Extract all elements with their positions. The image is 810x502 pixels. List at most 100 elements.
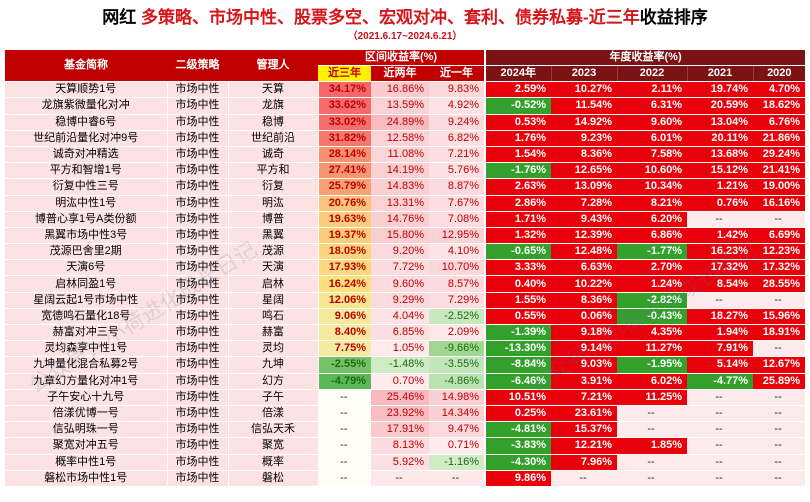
strategy-cell: 市场中性 — [167, 114, 229, 131]
return-2022-cell: -1.95% — [617, 356, 688, 374]
strategy-cell: 市场中性 — [167, 308, 229, 326]
return-2y-cell: 23.92% — [371, 405, 429, 423]
return-2024-cell: 0.53% — [484, 114, 552, 131]
fund-name-cell: 黑翼市场中性3号 — [5, 227, 168, 245]
return-2020-cell: 18.91% — [753, 324, 806, 342]
manager-cell: 衍复 — [228, 178, 319, 196]
return-2020-cell: 4.70% — [753, 81, 806, 99]
manager-cell: 平方和 — [228, 162, 319, 180]
return-2021-cell: -- — [687, 405, 754, 423]
return-2020-cell: 21.41% — [753, 162, 806, 180]
fund-name-cell: 灵均森享中性1号 — [5, 340, 168, 358]
return-2024-cell: -8.84% — [484, 356, 552, 374]
manager-cell: 诚奇 — [228, 146, 319, 164]
strategy-cell: 市场中性 — [167, 178, 229, 196]
manager-cell: 鸣石 — [228, 308, 319, 326]
return-2022-cell: 7.58% — [617, 146, 688, 164]
return-2022-cell: -- — [617, 454, 688, 471]
return-1y-cell: -1.16% — [429, 454, 486, 471]
manager-cell: 九坤 — [228, 356, 319, 374]
table-row: 宽德鸣石量化18号 市场中性 鸣石 9.06% 4.04% -2.52% 0.55% 0.06… — [5, 308, 806, 326]
table-row: 天演6号 市场中性 天演 17.93% 7.72% 10.70% 3.33% 6.63% 2.7… — [5, 259, 806, 277]
fund-name-cell: 子午安心十九号 — [5, 389, 168, 406]
fund-name-cell: 世纪前沿量化对冲9号 — [5, 130, 168, 147]
return-2y-cell: 5.92% — [371, 454, 429, 471]
strategy-cell: 市场中性 — [167, 373, 229, 390]
return-2022-cell: 6.01% — [617, 130, 688, 147]
return-1y-cell: 14.34% — [429, 405, 486, 423]
strategy-cell: 市场中性 — [167, 243, 229, 261]
return-2y-cell: 13.31% — [371, 195, 429, 212]
fund-name-cell: 九章幻方量化对冲1号 — [5, 373, 168, 390]
return-2022-cell: 8.21% — [617, 195, 688, 212]
strategy-cell: 市场中性 — [167, 275, 229, 293]
manager-cell: 世纪前沿 — [228, 130, 319, 147]
fund-name-cell: 赫富对冲三号 — [5, 324, 168, 342]
manager-cell: 幻方 — [228, 373, 319, 390]
strategy-cell: 市场中性 — [167, 81, 229, 99]
return-2023-cell: 7.28% — [551, 195, 618, 212]
return-2y-cell: -1.48% — [371, 356, 429, 374]
return-2y-cell: 14.19% — [371, 162, 429, 180]
return-1y-cell: 9.24% — [429, 114, 486, 131]
return-2021-cell: 20.11% — [687, 130, 754, 147]
return-2023-cell: 11.54% — [551, 97, 618, 115]
return-3y-cell: 34.17% — [318, 81, 371, 99]
return-2024-cell: 1.71% — [484, 211, 552, 228]
return-2024-cell: 3.33% — [484, 259, 552, 277]
return-2y-cell: 12.58% — [371, 130, 429, 147]
manager-cell: 稳博 — [228, 114, 319, 131]
return-2021-cell: 0.76% — [687, 195, 754, 212]
return-2023-cell: 12.48% — [551, 243, 618, 261]
return-3y-cell: 12.06% — [318, 292, 371, 309]
return-2021-cell: -- — [687, 470, 754, 487]
strategy-cell: 市场中性 — [167, 162, 229, 180]
fund-name-cell: 天算顺势1号 — [5, 81, 168, 99]
return-2y-cell: 4.04% — [371, 308, 429, 326]
return-3y-cell: 17.93% — [318, 259, 371, 277]
manager-cell: 概率 — [228, 454, 319, 471]
fund-name-cell: 茂源巴舍里2期 — [5, 243, 168, 261]
return-2022-cell: 6.86% — [617, 227, 688, 245]
return-2y-cell: 9.29% — [371, 292, 429, 309]
return-2023-cell: 6.63% — [551, 259, 618, 277]
return-2024-cell: 0.40% — [484, 275, 552, 293]
return-2y-cell: 17.91% — [371, 421, 429, 439]
manager-cell: 黑翼 — [228, 227, 319, 245]
return-2y-cell: 6.85% — [371, 324, 429, 342]
return-2022-cell: 11.27% — [617, 340, 688, 358]
return-2y-cell: 0.70% — [371, 373, 429, 390]
return-2020-cell: 6.76% — [753, 114, 806, 131]
table-row: 世纪前沿量化对冲9号 市场中性 世纪前沿 31.82% 12.58% 6.82% 1.76%… — [5, 130, 806, 147]
table-row: 稳博中睿6号 市场中性 稳博 33.02% 24.89% 9.24% 0.53% 14.92%… — [5, 114, 806, 131]
return-2022-cell: 6.02% — [617, 373, 688, 390]
return-2022-cell: 4.35% — [617, 324, 688, 342]
manager-cell: 聚宽 — [228, 437, 319, 455]
return-2023-cell: -- — [551, 470, 618, 487]
return-3y-cell: 20.76% — [318, 195, 371, 212]
return-3y-cell: 8.40% — [318, 324, 371, 342]
strategy-cell: 市场中性 — [167, 97, 229, 115]
return-2022-cell: 2.70% — [617, 259, 688, 277]
manager-cell: 赫富 — [228, 324, 319, 342]
return-2023-cell: 9.18% — [551, 324, 618, 342]
return-2023-cell: 23.61% — [551, 405, 618, 423]
return-2024-cell: 1.32% — [484, 227, 552, 245]
return-2021-cell: 20.59% — [687, 97, 754, 115]
table-row: 灵均森享中性1号 市场中性 灵均 7.75% 1.05% -9.66% -13.30% 9.1… — [5, 340, 806, 358]
table-row: 黑翼市场中性3号 市场中性 黑翼 19.37% 15.80% 12.95% 1.32% 12.… — [5, 227, 806, 245]
return-2y-cell: 7.72% — [371, 259, 429, 277]
return-3y-cell: 27.41% — [318, 162, 371, 180]
manager-cell: 星阔 — [228, 292, 319, 309]
strategy-cell: 市场中性 — [167, 195, 229, 212]
return-2023-cell: 8.36% — [551, 146, 618, 164]
return-2020-cell: 6.69% — [753, 227, 806, 245]
header-2020: 2020 — [752, 65, 806, 83]
return-2y-cell: -- — [371, 470, 429, 487]
fund-name-cell: 宽德鸣石量化18号 — [5, 308, 168, 326]
return-2022-cell: -- — [617, 421, 688, 439]
return-3y-cell: -- — [318, 437, 371, 455]
fund-name-cell: 信弘明珠一号 — [5, 421, 168, 439]
return-1y-cell: 9.83% — [429, 81, 486, 99]
return-2y-cell: 14.83% — [371, 178, 429, 196]
